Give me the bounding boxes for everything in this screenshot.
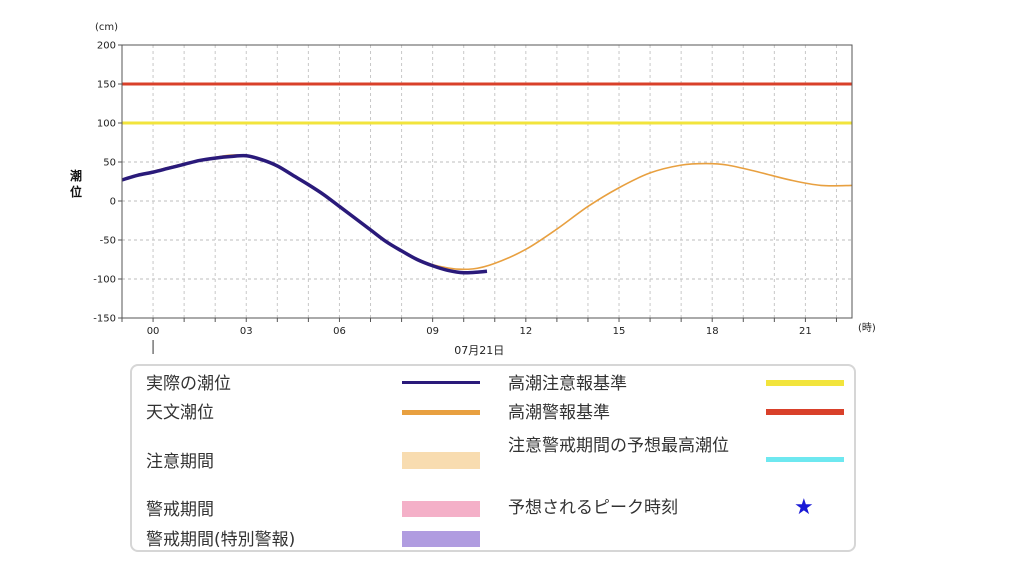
x-tick-label: 21 <box>799 326 812 337</box>
date-label: 07月21日 <box>454 344 504 357</box>
x-tick-label: 03 <box>240 326 253 337</box>
legend-swatch-advisory-level <box>766 380 844 386</box>
legend-label-warning-level: 高潮警報基準 <box>508 403 610 423</box>
legend-swatch-actual-tide <box>402 381 480 384</box>
tick-labels: 200 150 100 50 0 -50 -100 -150 00 03 06 09 12 15 18 21 <box>93 41 837 337</box>
series-layer <box>121 82 853 275</box>
x-unit-label: (時) <box>858 322 876 334</box>
series-line <box>121 153 488 275</box>
legend-label-peak-time: 予想されるピーク時刻 <box>508 498 678 518</box>
legend-label-predicted-max: 注意警戒期間の予想最高潮位 <box>508 436 729 456</box>
y-tick-label: 100 <box>97 119 116 130</box>
y-axis-label: 潮位 <box>70 168 82 199</box>
legend-swatch-special-warning-period <box>402 531 480 547</box>
legend-label-special-warning-period: 警戒期間(特別警報) <box>146 530 296 550</box>
legend-label-advisory-period: 注意期間 <box>146 452 214 472</box>
x-tick-label: 06 <box>333 326 346 337</box>
x-tick-label: 12 <box>519 326 532 337</box>
y-tick-label: 150 <box>97 80 116 91</box>
legend-label-advisory-level: 高潮注意報基準 <box>508 374 627 394</box>
y-tick-label: -50 <box>100 236 116 247</box>
legend: 実際の潮位 天文潮位 注意期間 警戒期間 警戒期間(特別警報) 高潮注意報基準 … <box>130 364 856 552</box>
legend-label-actual-tide: 実際の潮位 <box>146 374 231 394</box>
y-tick-label: 0 <box>110 197 116 208</box>
plot-frame <box>121 44 853 319</box>
grid <box>122 45 852 318</box>
y-tick-label: -100 <box>93 275 116 286</box>
y-unit-label: (cm) <box>95 22 118 33</box>
y-axis-label-char: 位 <box>70 184 82 199</box>
series-line <box>121 154 853 271</box>
legend-swatch-astronomical-tide <box>402 410 480 415</box>
y-tick-label: -150 <box>93 314 116 325</box>
legend-swatch-warning-level <box>766 409 844 415</box>
legend-label-warning-period: 警戒期間 <box>146 500 214 520</box>
y-tick-label: 50 <box>103 158 116 169</box>
legend-swatch-warning-period <box>402 501 480 517</box>
y-tick-label: 200 <box>97 41 116 52</box>
y-axis-label-char: 潮 <box>70 168 82 183</box>
legend-swatch-advisory-period <box>402 452 480 469</box>
x-tick-label: 18 <box>706 326 719 337</box>
star-icon: ★ <box>794 495 814 520</box>
x-tick-label: 15 <box>613 326 626 337</box>
x-tick-label: 00 <box>147 326 160 337</box>
legend-label-astronomical-tide: 天文潮位 <box>146 403 214 423</box>
legend-swatch-predicted-max <box>766 457 844 462</box>
x-tick-label: 09 <box>426 326 439 337</box>
